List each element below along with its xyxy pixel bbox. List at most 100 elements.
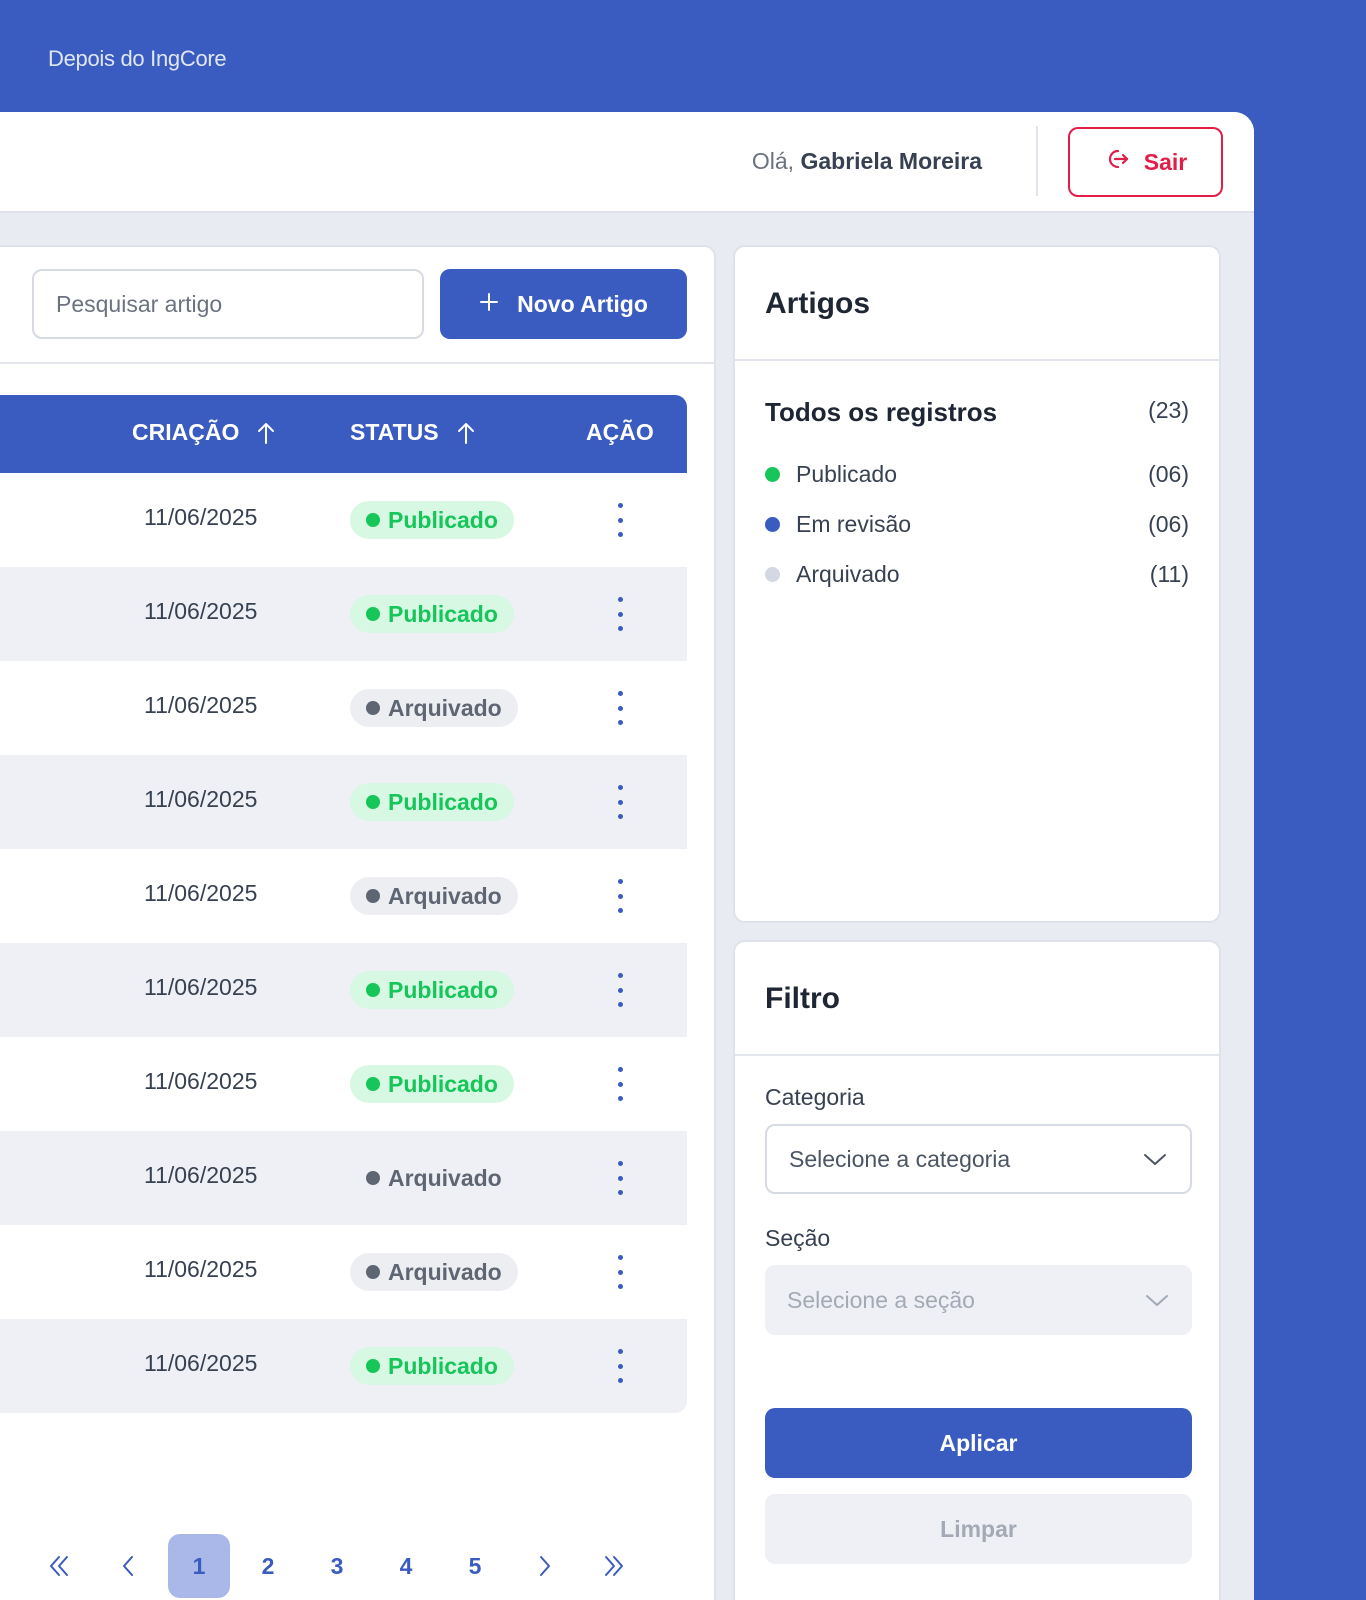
header-divider [1036, 126, 1038, 196]
stat-count: (06) [1148, 461, 1189, 487]
table-header: CRIAÇÃO STATUS AÇÃO [0, 395, 687, 473]
status-dot [366, 795, 380, 809]
column-label-acao: AÇÃO [586, 419, 654, 445]
page-5[interactable]: 5 [468, 1552, 482, 1579]
stat-row-publicado[interactable]: Publicado (06) [765, 461, 1189, 488]
status-badge: Arquivado [350, 1159, 518, 1197]
created-date: 11/06/2025 [144, 598, 258, 624]
status-label: Publicado [388, 976, 498, 1003]
page-2[interactable]: 2 [261, 1552, 275, 1579]
status-badge: Publicado [350, 1065, 514, 1103]
next-page-icon[interactable] [514, 1534, 576, 1598]
greeting-prefix: Olá, [751, 148, 795, 174]
categoria-label: Categoria [765, 1084, 865, 1110]
all-records-label: Todos os registros [765, 397, 998, 427]
more-actions-icon[interactable] [612, 1161, 628, 1195]
column-label-status: STATUS [350, 419, 439, 445]
more-actions-icon[interactable] [612, 879, 628, 913]
status-label: Publicado [388, 600, 498, 627]
more-actions-icon[interactable] [612, 1067, 628, 1101]
last-page-icon[interactable] [583, 1534, 645, 1598]
new-article-label: Novo Artigo [517, 290, 648, 317]
status-badge: Arquivado [350, 1253, 518, 1291]
secao-label: Seção [765, 1225, 831, 1251]
status-dot [366, 1171, 380, 1185]
card-header: Filtro [735, 942, 1219, 1056]
page-4[interactable]: 4 [399, 1552, 413, 1579]
status-dot [366, 1077, 380, 1091]
sort-arrow-up-icon [457, 422, 474, 444]
app-window: Olá, Gabriela Moreira Sair Novo Artigo [0, 112, 1254, 1600]
status-label: Publicado [388, 1070, 498, 1097]
prev-page-icon[interactable] [97, 1534, 159, 1598]
status-label: Arquivado [388, 1164, 502, 1191]
stat-label: Em revisão [796, 511, 912, 537]
search-toolbar: Novo Artigo [0, 247, 714, 364]
first-page-icon[interactable] [28, 1534, 90, 1598]
table-body: 11/06/2025 Publicado 11/06/2025 Publicad… [0, 473, 687, 1413]
plus-icon [479, 291, 499, 318]
column-header-criacao[interactable]: CRIAÇÃO [132, 419, 275, 446]
status-badge: Publicado [350, 1347, 514, 1385]
more-actions-icon[interactable] [612, 973, 628, 1007]
pagination: 1 2 3 4 5 [0, 1534, 687, 1598]
user-name: Gabriela Moreira [800, 148, 982, 174]
secao-select[interactable]: Selecione a seção [765, 1265, 1192, 1335]
all-records-row[interactable]: Todos os registros (23) [765, 397, 1189, 428]
status-dot [366, 983, 380, 997]
column-header-status[interactable]: STATUS [350, 419, 475, 446]
categoria-select[interactable]: Selecione a categoria [765, 1124, 1192, 1194]
stat-count: (06) [1148, 511, 1189, 537]
user-greeting: Olá, Gabriela Moreira [752, 148, 982, 175]
table-row: 11/06/2025 Publicado [0, 755, 687, 849]
top-bar: Olá, Gabriela Moreira Sair [0, 112, 1254, 213]
logout-button[interactable]: Sair [1068, 127, 1223, 197]
table-row: 11/06/2025 Publicado [0, 1319, 687, 1413]
created-date: 11/06/2025 [144, 504, 258, 530]
column-label-criacao: CRIAÇÃO [132, 419, 240, 445]
chevron-down-icon [1146, 1295, 1168, 1306]
status-dot [765, 567, 780, 582]
more-actions-icon[interactable] [612, 503, 628, 537]
status-badge: Publicado [350, 783, 514, 821]
apply-button[interactable]: Aplicar [765, 1408, 1192, 1478]
more-actions-icon[interactable] [612, 785, 628, 819]
more-actions-icon[interactable] [612, 597, 628, 631]
table-row: 11/06/2025 Arquivado [0, 1131, 687, 1225]
table-row: 11/06/2025 Publicado [0, 473, 687, 567]
table-row: 11/06/2025 Publicado [0, 1037, 687, 1131]
status-badge: Publicado [350, 971, 514, 1009]
new-article-button[interactable]: Novo Artigo [440, 269, 687, 339]
all-records-count: (23) [1148, 397, 1189, 423]
status-dot [366, 513, 380, 527]
secao-placeholder: Selecione a seção [787, 1286, 975, 1313]
created-date: 11/06/2025 [144, 880, 258, 906]
clear-button[interactable]: Limpar [765, 1494, 1192, 1564]
status-dot [366, 889, 380, 903]
articles-summary-title: Artigos [765, 287, 870, 320]
status-label: Publicado [388, 506, 498, 533]
stat-row-em-revisao[interactable]: Em revisão (06) [765, 511, 1189, 538]
table-row: 11/06/2025 Arquivado [0, 661, 687, 755]
status-badge: Arquivado [350, 877, 518, 915]
search-input[interactable] [32, 269, 424, 339]
stat-row-arquivado[interactable]: Arquivado (11) [765, 561, 1189, 588]
more-actions-icon[interactable] [612, 1349, 628, 1383]
stat-count: (11) [1149, 561, 1189, 587]
table-row: 11/06/2025 Arquivado [0, 849, 687, 943]
status-label: Arquivado [388, 694, 502, 721]
status-dot [366, 1265, 380, 1279]
created-date: 11/06/2025 [144, 692, 258, 718]
page-3[interactable]: 3 [330, 1552, 344, 1579]
status-dot [765, 467, 780, 482]
column-header-acao: AÇÃO [586, 419, 654, 446]
page-1[interactable]: 1 [168, 1534, 230, 1598]
more-actions-icon[interactable] [612, 691, 628, 725]
created-date: 11/06/2025 [144, 1068, 258, 1094]
table-row: 11/06/2025 Publicado [0, 943, 687, 1037]
more-actions-icon[interactable] [612, 1255, 628, 1289]
articles-list-card: Novo Artigo CRIAÇÃO STATUS AÇÃO 11/ [0, 245, 716, 1600]
status-dot [765, 517, 780, 532]
created-date: 11/06/2025 [144, 1350, 258, 1376]
logout-label: Sair [1143, 148, 1188, 175]
